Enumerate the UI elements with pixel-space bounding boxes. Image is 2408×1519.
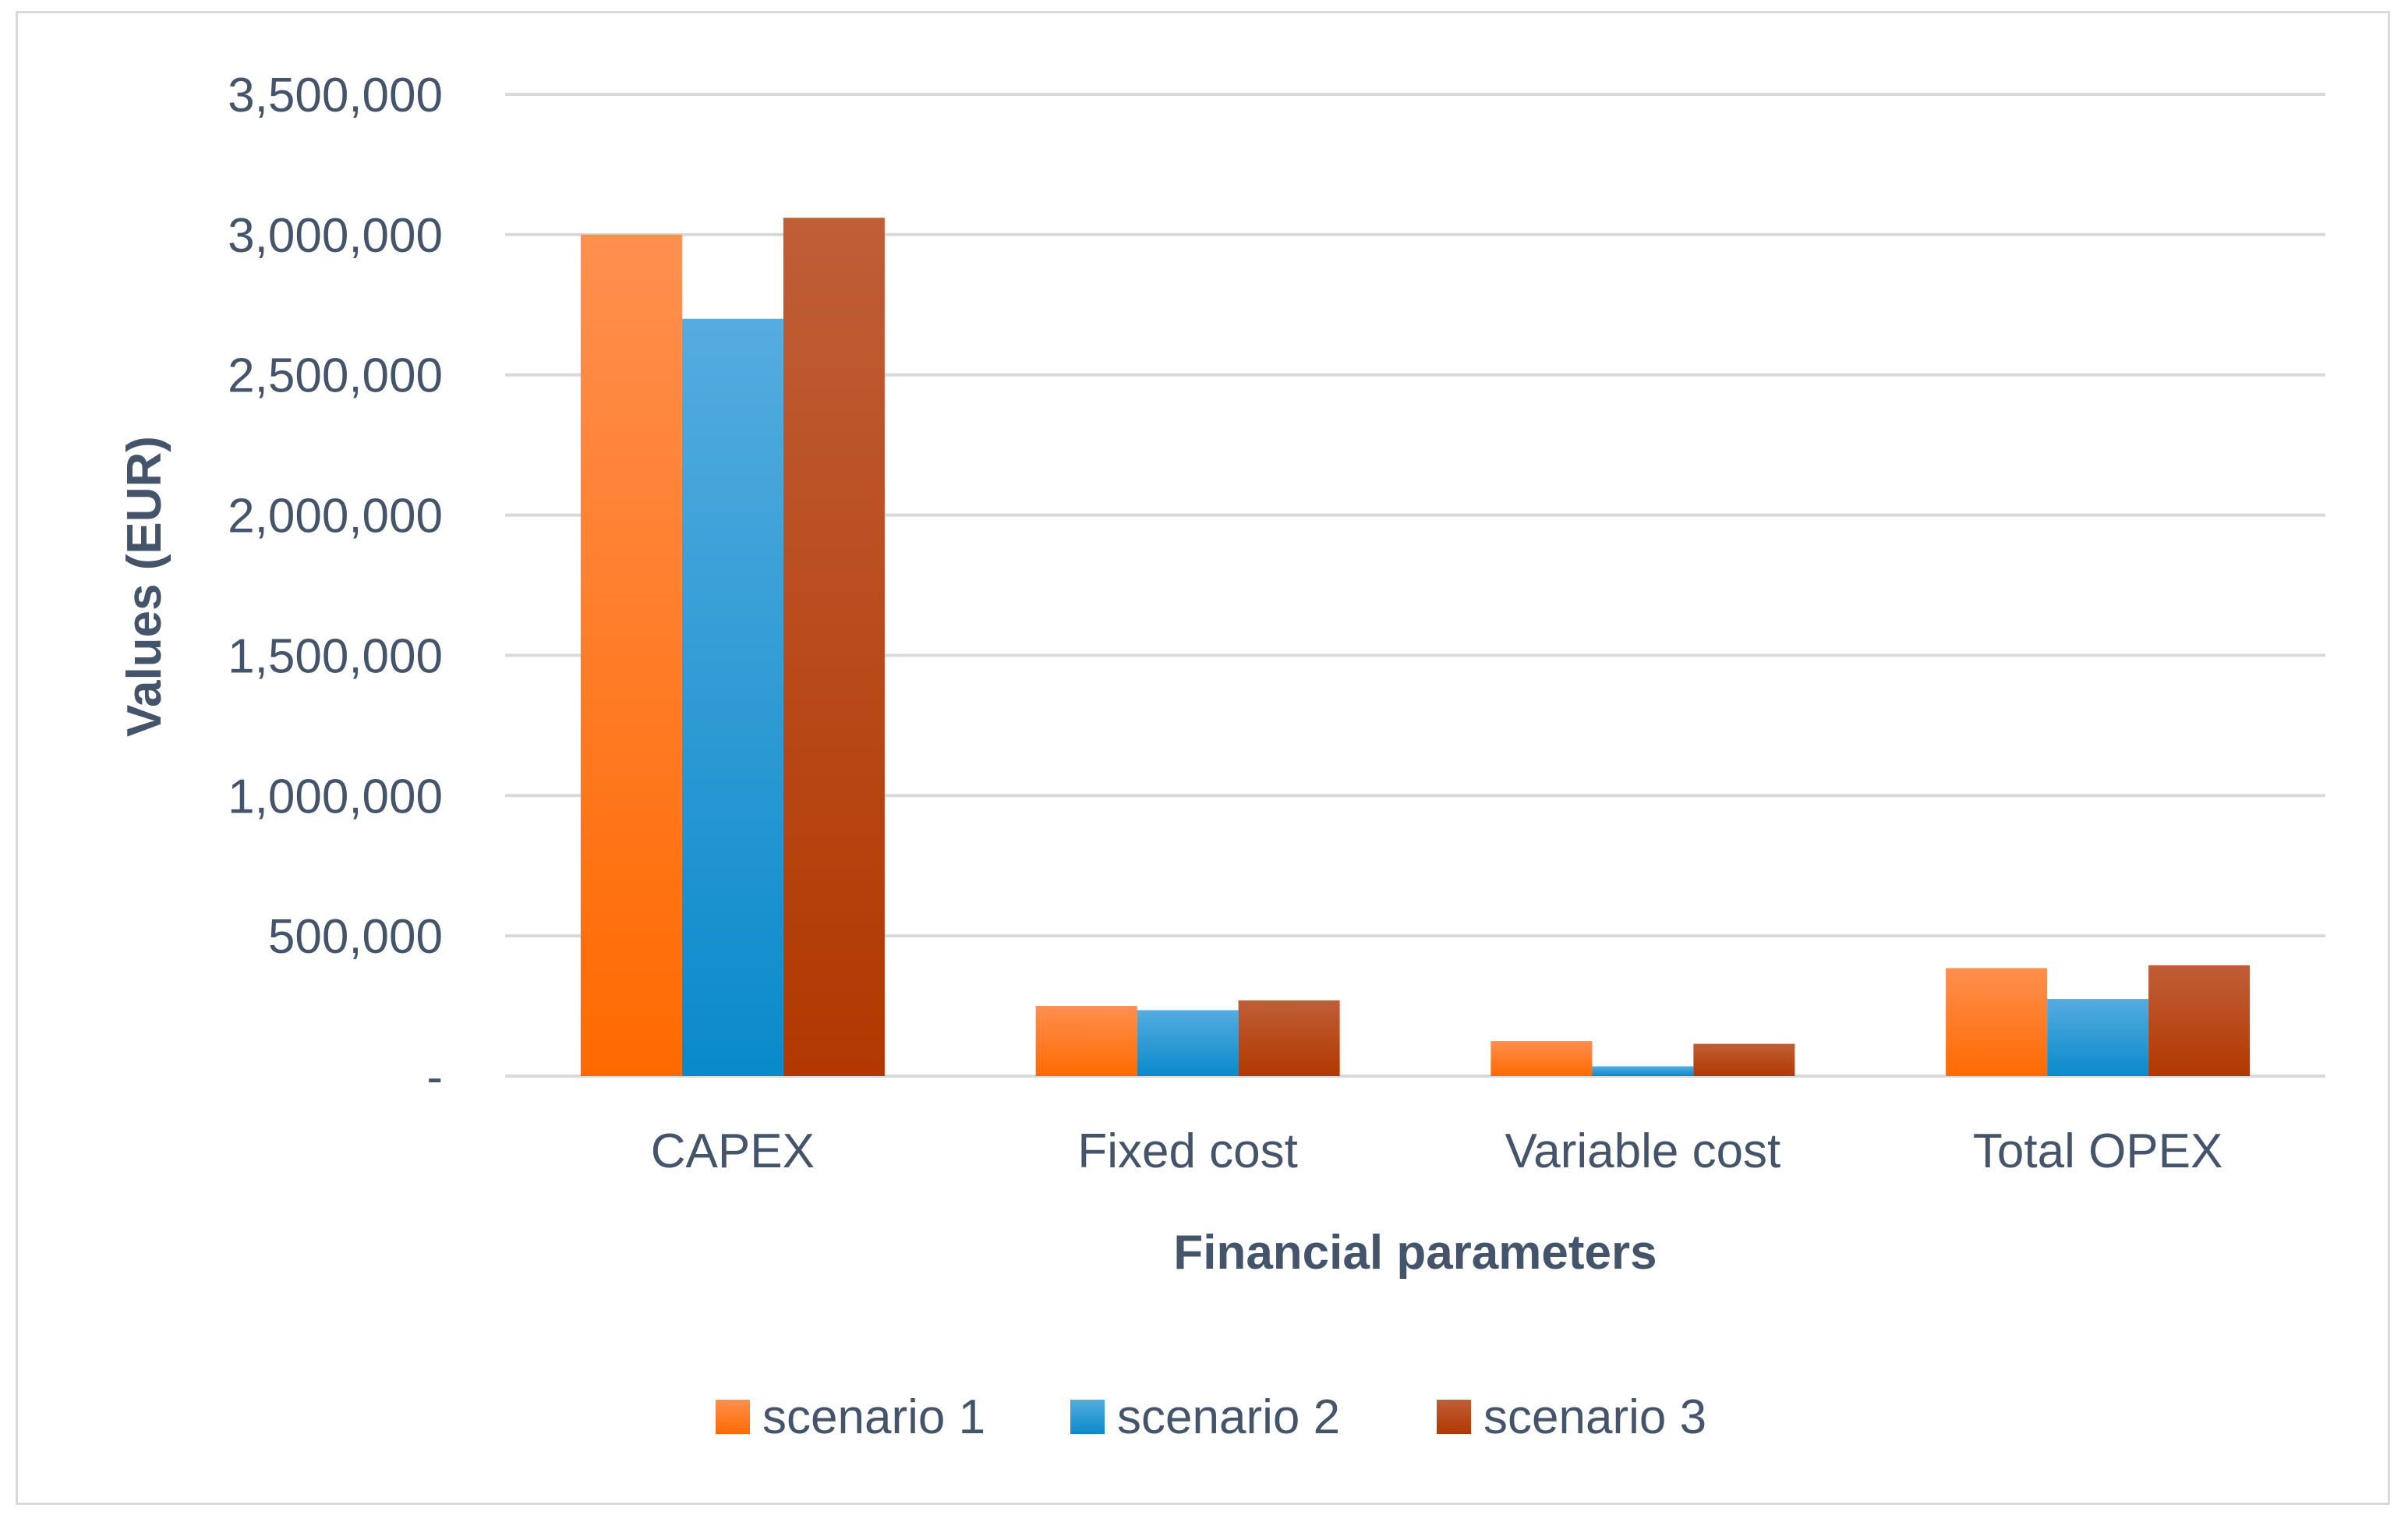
bar-scenario-3-fixed-cost [1238,1000,1340,1076]
bar-scenario-1-capex [580,234,682,1076]
bar-scenario-2-variable-cost [1592,1066,1694,1076]
y-tick-label: 2,000,000 [228,490,443,544]
legend-swatch-scenario-2 [1070,1400,1105,1434]
bar-scenario-3-variable-cost [1693,1043,1795,1076]
bar-scenario-1-fixed-cost [1035,1006,1137,1076]
legend-label: scenario 2 [1117,1390,1340,1444]
bar-chart: - 500,000 1,000,000 1,500,000 2,000,000 2,500… [118,69,2325,1444]
x-category-label: CAPEX [651,1124,815,1178]
x-axis-title: Financial parameters [1173,1226,1657,1280]
y-tick-label: 1,000,000 [228,770,443,823]
bar-scenario-3-capex [783,218,885,1076]
bar-scenario-1-total-opex [1946,968,2048,1076]
x-category-label: Fixed cost [1077,1124,1298,1178]
chart-frame: - 500,000 1,000,000 1,500,000 2,000,000 2,500… [16,11,2390,1505]
legend-label: scenario 3 [1483,1390,1706,1444]
bar-scenario-2-total-opex [2047,999,2149,1076]
legend-swatch-scenario-3 [1437,1400,1471,1434]
y-tick-label: 3,000,000 [228,209,443,263]
y-tick-label: 2,500,000 [228,349,443,403]
bar-scenario-2-fixed-cost [1137,1010,1239,1076]
bar-scenario-1-variable-cost [1490,1041,1593,1076]
legend-swatch-scenario-1 [716,1400,750,1434]
bars [580,218,2251,1076]
y-tick-label: - [426,1050,443,1104]
y-tick-label: 1,500,000 [228,629,443,683]
legend: scenario 1 scenario 2 scenario 3 [716,1390,1706,1444]
y-axis-title: Values (EUR) [118,436,171,737]
bar-scenario-3-total-opex [2148,965,2251,1076]
x-category-label: Variable cost [1505,1124,1780,1178]
y-tick-label: 3,500,000 [228,69,443,122]
legend-label: scenario 1 [762,1390,985,1444]
x-axis-categories: CAPEX Fixed cost Variable cost Total OPEX [651,1124,2223,1178]
x-category-label: Total OPEX [1973,1124,2222,1178]
bar-scenario-2-capex [681,318,783,1076]
y-tick-label: 500,000 [268,910,443,964]
y-axis-ticks: - 500,000 1,000,000 1,500,000 2,000,000 2,500… [228,69,443,1104]
